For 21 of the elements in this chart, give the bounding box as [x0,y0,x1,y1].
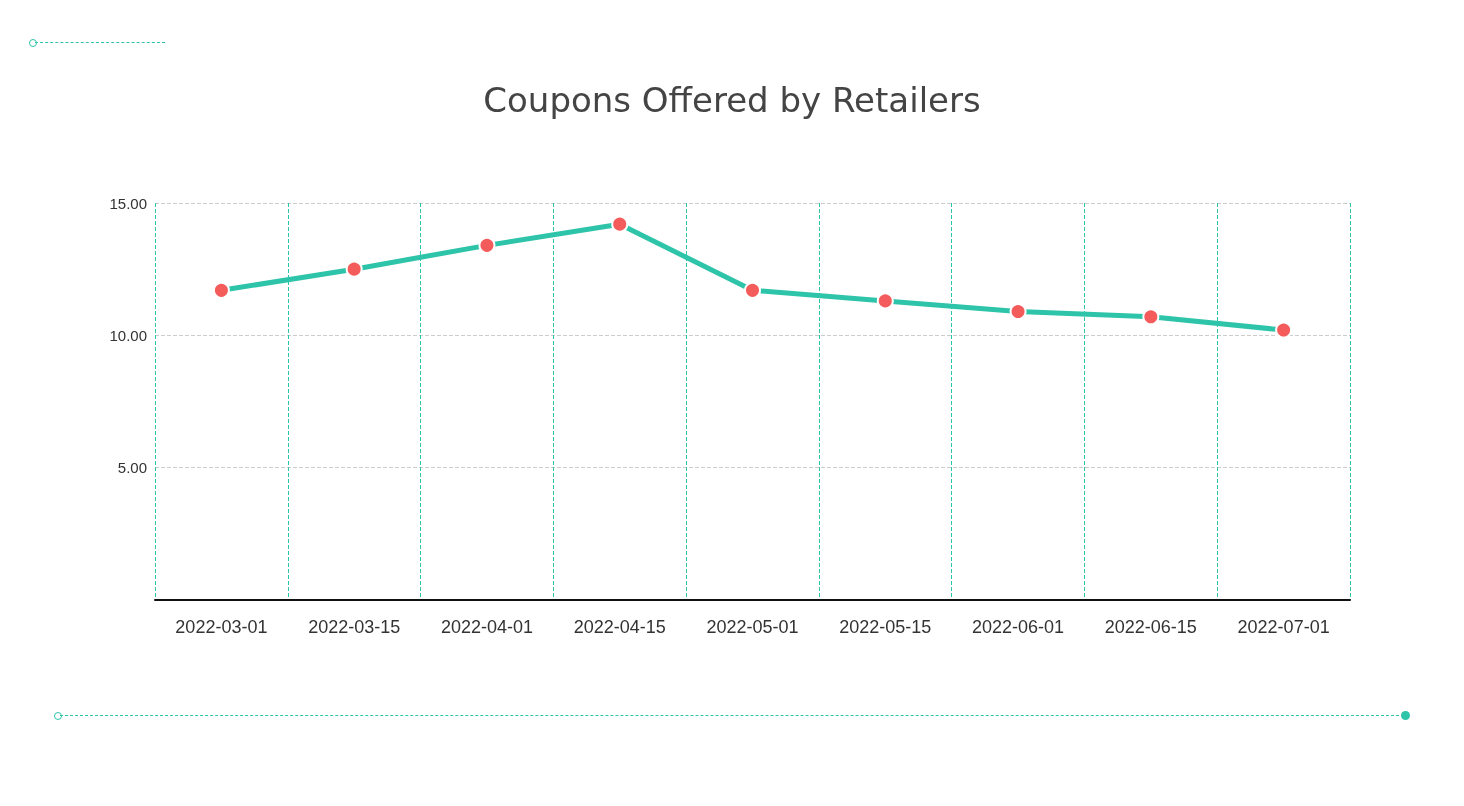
x-tick-label: 2022-03-15 [308,617,401,637]
y-tick-label: 5.00 [117,459,147,477]
x-tick-label: 2022-04-15 [573,617,666,637]
x-tick-label: 2022-05-01 [706,617,799,637]
point [876,292,894,310]
y-tick-label: 15.00 [109,194,147,212]
x-tick-label: 2022-05-15 [839,617,932,637]
point [611,215,629,233]
x-tick-label: 2022-03-01 [175,617,268,637]
y-tick-label: 10.00 [109,326,147,344]
point [1142,308,1160,326]
point [1275,321,1293,339]
chart-title: Coupons Offered by Retailers [483,80,981,120]
point [345,260,363,278]
x-tick-label: 2022-04-01 [440,617,533,637]
point [478,236,496,254]
point [744,281,761,299]
x-tick-label: 2022-06-01 [972,617,1065,637]
x-tick-label: 2022-06-15 [1104,617,1197,637]
point [212,281,230,299]
x-tick-label: 2022-07-01 [1237,617,1330,637]
